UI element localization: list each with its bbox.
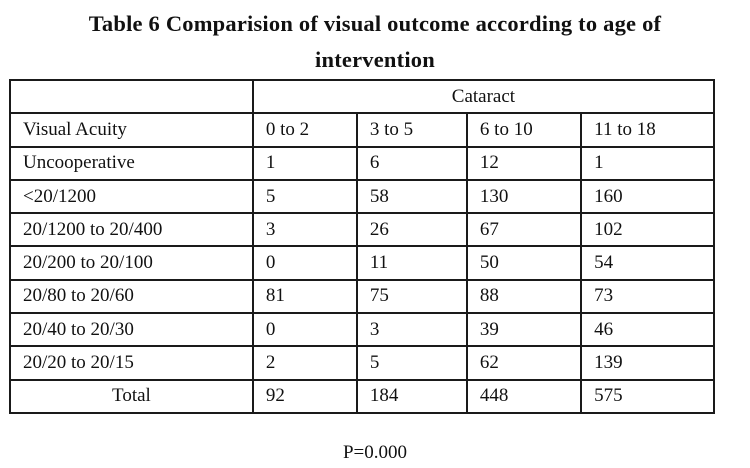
table-cell: 6 bbox=[355, 145, 468, 181]
table-cell: 58 bbox=[355, 178, 468, 215]
total-cell: 448 bbox=[465, 378, 583, 414]
table-cell: 67 bbox=[465, 212, 583, 248]
column-header-age-3-5: 3 to 5 bbox=[355, 112, 468, 148]
table-cell: 62 bbox=[465, 345, 583, 381]
table-cell: 75 bbox=[355, 278, 468, 315]
table-cell: 81 bbox=[251, 278, 358, 315]
table-cell: 3 bbox=[355, 312, 468, 348]
table-cell: 1 bbox=[251, 145, 358, 181]
table-cell: 2 bbox=[251, 345, 358, 381]
row-label: 20/1200 to 20/400 bbox=[9, 212, 254, 248]
table-total-row: Total 92 184 448 575 bbox=[9, 378, 715, 414]
row-label: 20/40 to 20/30 bbox=[9, 312, 254, 348]
table-cell: 12 bbox=[465, 145, 583, 181]
cataract-group-header: Cataract bbox=[251, 78, 716, 115]
table-title: Table 6 Comparision of visual outcome ac… bbox=[0, 6, 750, 78]
row-label: Uncooperative bbox=[9, 145, 254, 181]
table-cell: 88 bbox=[465, 278, 583, 315]
table-cell: 5 bbox=[355, 345, 468, 381]
table-cell: 54 bbox=[580, 245, 715, 281]
table-row: Uncooperative 1 6 12 1 bbox=[9, 145, 715, 181]
table-title-line-2: intervention bbox=[315, 47, 435, 72]
table-cell: 73 bbox=[580, 278, 715, 315]
column-header-visual-acuity: Visual Acuity bbox=[9, 112, 254, 148]
table-cell: 3 bbox=[251, 212, 358, 248]
table-cell: 50 bbox=[465, 245, 583, 281]
table-title-line-1: Table 6 Comparision of visual outcome ac… bbox=[88, 11, 662, 36]
p-value-note: P=0.000 bbox=[342, 442, 408, 463]
table-cell: 130 bbox=[465, 178, 583, 215]
table-cell: 46 bbox=[580, 312, 715, 348]
visual-outcome-table: Cataract Visual Acuity 0 to 2 3 to 5 6 t… bbox=[9, 78, 716, 414]
row-label: 20/20 to 20/15 bbox=[9, 345, 254, 381]
table-cell: 26 bbox=[355, 212, 468, 248]
table-row: 20/200 to 20/100 0 11 50 54 bbox=[9, 245, 715, 281]
table-row: 20/1200 to 20/400 3 26 67 102 bbox=[9, 212, 715, 248]
table-cell: 39 bbox=[465, 312, 583, 348]
table-row: <20/1200 5 58 130 160 bbox=[9, 178, 715, 215]
table-cell: 139 bbox=[580, 345, 715, 381]
column-header-age-6-10: 6 to 10 bbox=[465, 112, 583, 148]
row-label: 20/200 to 20/100 bbox=[9, 245, 254, 281]
table-cell: 0 bbox=[251, 245, 358, 281]
table-cell: 5 bbox=[251, 178, 358, 215]
column-header-age-11-18: 11 to 18 bbox=[580, 112, 715, 148]
table-cell: 11 bbox=[355, 245, 468, 281]
column-header-age-0-2: 0 to 2 bbox=[251, 112, 358, 148]
row-label: <20/1200 bbox=[9, 178, 254, 215]
total-cell: 575 bbox=[580, 378, 715, 414]
table-cell: 160 bbox=[580, 178, 715, 215]
table-row: 20/40 to 20/30 0 3 39 46 bbox=[9, 312, 715, 348]
row-label: 20/80 to 20/60 bbox=[9, 278, 254, 315]
table-row: 20/20 to 20/15 2 5 62 139 bbox=[9, 345, 715, 381]
table-group-header-row: Cataract bbox=[9, 78, 716, 115]
table-row: 20/80 to 20/60 81 75 88 73 bbox=[9, 278, 715, 315]
total-label: Total bbox=[9, 378, 254, 414]
table-cell: 1 bbox=[580, 145, 715, 181]
total-cell: 92 bbox=[251, 378, 358, 414]
total-cell: 184 bbox=[355, 378, 468, 414]
table-column-header-row: Visual Acuity 0 to 2 3 to 5 6 to 10 11 t… bbox=[9, 112, 715, 148]
table-cell: 102 bbox=[580, 212, 715, 248]
table-cell: 0 bbox=[251, 312, 358, 348]
empty-corner-cell bbox=[9, 78, 254, 115]
